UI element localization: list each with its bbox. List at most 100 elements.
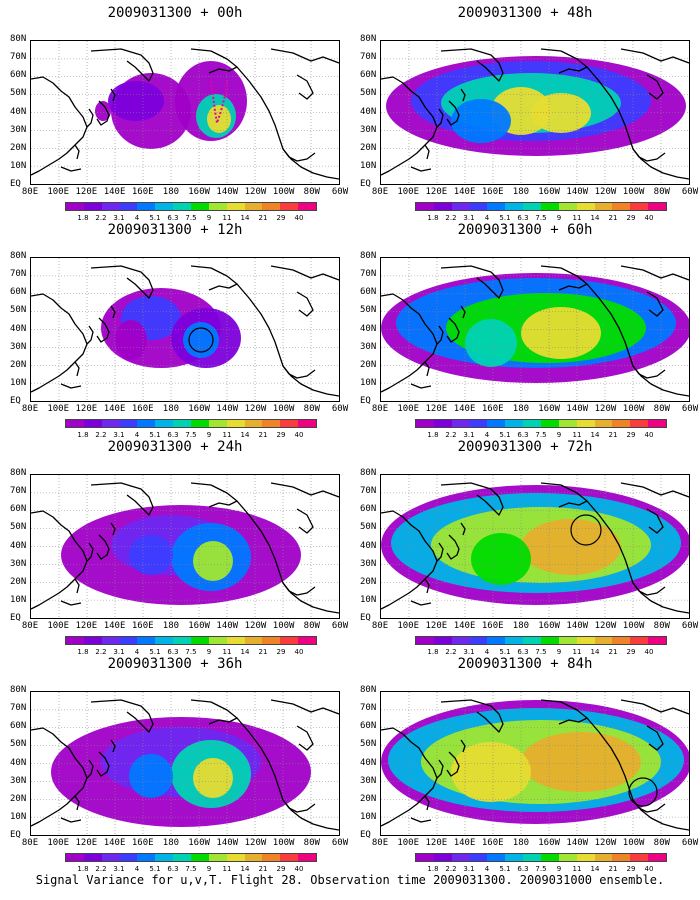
colorbar-label: 1.8 bbox=[427, 431, 439, 439]
colorbar-label: 40 bbox=[294, 648, 304, 656]
coastline bbox=[440, 699, 504, 733]
colorbar-label: 40 bbox=[644, 214, 654, 222]
coastline bbox=[424, 361, 430, 377]
lat-label: 70N bbox=[360, 52, 377, 63]
coastline bbox=[90, 699, 154, 733]
coastline bbox=[270, 265, 339, 281]
colorbar-swatch bbox=[612, 637, 631, 644]
colorbar-label: 6.3 bbox=[517, 865, 529, 873]
coastline bbox=[86, 108, 94, 128]
colorbar-label: 29 bbox=[626, 648, 636, 656]
colorbar-swatch bbox=[155, 420, 174, 427]
panel-title: 2009031300 + 72h bbox=[457, 439, 593, 455]
map-panel: 2009031300 + 24h 80N 70N 60N 50N 40N 30N 20N 10N… bbox=[10, 439, 348, 656]
coastline bbox=[296, 725, 314, 751]
panel-title: 2009031300 + 84h bbox=[457, 656, 593, 672]
contour-map bbox=[30, 691, 340, 836]
observation-circle bbox=[188, 327, 214, 353]
colorbar-swatch bbox=[594, 203, 613, 210]
variance-contour-fill bbox=[465, 319, 517, 367]
coastline bbox=[270, 482, 339, 498]
colorbar-swatch bbox=[226, 420, 245, 427]
colorbar-swatch bbox=[594, 854, 613, 861]
lat-label: 50N bbox=[360, 522, 377, 533]
colorbar-swatch bbox=[594, 637, 613, 644]
colorbar bbox=[65, 419, 317, 428]
colorbar-swatch bbox=[119, 420, 138, 427]
lat-label: 30N bbox=[10, 558, 27, 569]
colorbar-label: 9 bbox=[206, 214, 212, 222]
coastline bbox=[60, 166, 82, 172]
coastline bbox=[270, 699, 339, 715]
colorbar-swatch bbox=[451, 637, 470, 644]
lon-label: 120W bbox=[594, 621, 617, 631]
colorbar-swatch bbox=[469, 203, 488, 210]
coastline bbox=[110, 522, 116, 536]
colorbar bbox=[415, 419, 667, 428]
colorbar-swatch bbox=[83, 637, 102, 644]
colorbar-swatch bbox=[648, 420, 667, 427]
coastline bbox=[410, 166, 432, 172]
coastline bbox=[436, 108, 444, 128]
coastline bbox=[646, 508, 664, 534]
colorbar-label: 6.3 bbox=[167, 865, 179, 873]
lat-label: 50N bbox=[10, 739, 27, 750]
colorbar bbox=[415, 202, 667, 211]
colorbar-swatch bbox=[155, 637, 174, 644]
colorbar-swatch bbox=[262, 203, 281, 210]
coastline bbox=[436, 542, 444, 562]
colorbar-label: 2.2 bbox=[445, 648, 457, 656]
map-canvas bbox=[381, 258, 689, 401]
colorbar-swatch bbox=[469, 420, 488, 427]
coastline bbox=[620, 482, 689, 498]
map-panel: 2009031300 + 00h 80N 70N 60N 50N 40N 30N 20N 10N… bbox=[10, 5, 348, 222]
colorbar-swatch bbox=[612, 420, 631, 427]
colorbar-label: 3.1 bbox=[113, 648, 125, 656]
lat-label: 40N bbox=[10, 106, 27, 117]
coastline bbox=[424, 795, 430, 811]
coastline bbox=[296, 74, 314, 100]
colorbar-swatch bbox=[433, 420, 452, 427]
colorbar-swatch bbox=[280, 637, 299, 644]
map-canvas bbox=[381, 475, 689, 618]
colorbar-swatch bbox=[416, 637, 434, 644]
colorbar-swatch bbox=[66, 637, 84, 644]
coastline bbox=[236, 717, 339, 831]
lat-label: 70N bbox=[10, 52, 27, 63]
map-panel: 2009031300 + 60h 80N 70N 60N 50N 40N 30N 20N 10N… bbox=[360, 222, 698, 439]
colorbar-label: 21 bbox=[258, 431, 268, 439]
lat-label: 80N bbox=[10, 251, 27, 261]
lon-label: 120W bbox=[244, 621, 267, 631]
panel-title: 2009031300 + 48h bbox=[457, 5, 593, 21]
coastline bbox=[440, 265, 504, 299]
lat-label: 60N bbox=[10, 504, 27, 515]
colorbar-swatch bbox=[505, 854, 524, 861]
lon-label: 100E bbox=[47, 404, 70, 414]
colorbar-swatch bbox=[280, 854, 299, 861]
colorbar-label: 1.8 bbox=[77, 431, 89, 439]
colorbar-swatch bbox=[262, 637, 281, 644]
lon-label: 160E bbox=[131, 404, 154, 414]
colorbar-label: 7.5 bbox=[185, 865, 197, 873]
lon-label: 60W bbox=[681, 187, 699, 197]
lon-label: 80E bbox=[371, 621, 389, 631]
colorbar-swatch bbox=[541, 420, 559, 427]
colorbar-swatch bbox=[630, 420, 649, 427]
panel-grid: 2009031300 + 00h 80N 70N 60N 50N 40N 30N 20N 10N… bbox=[10, 5, 699, 873]
lat-label: 70N bbox=[360, 703, 377, 714]
map-canvas bbox=[31, 475, 339, 618]
contour-map bbox=[30, 257, 340, 402]
lat-label: EQ bbox=[10, 179, 21, 189]
lat-label: 10N bbox=[10, 377, 27, 388]
lon-label: 140E bbox=[453, 187, 476, 197]
lat-label: 20N bbox=[10, 793, 27, 804]
colorbar-label: 40 bbox=[644, 865, 654, 873]
colorbar-label: 1.8 bbox=[77, 648, 89, 656]
lon-label: 100E bbox=[397, 838, 420, 848]
map-canvas bbox=[381, 41, 689, 184]
coastline bbox=[96, 100, 110, 126]
coastline bbox=[632, 799, 666, 813]
lat-label: 40N bbox=[360, 106, 377, 117]
lat-label: 70N bbox=[10, 703, 27, 714]
lon-label: 140E bbox=[103, 621, 126, 631]
